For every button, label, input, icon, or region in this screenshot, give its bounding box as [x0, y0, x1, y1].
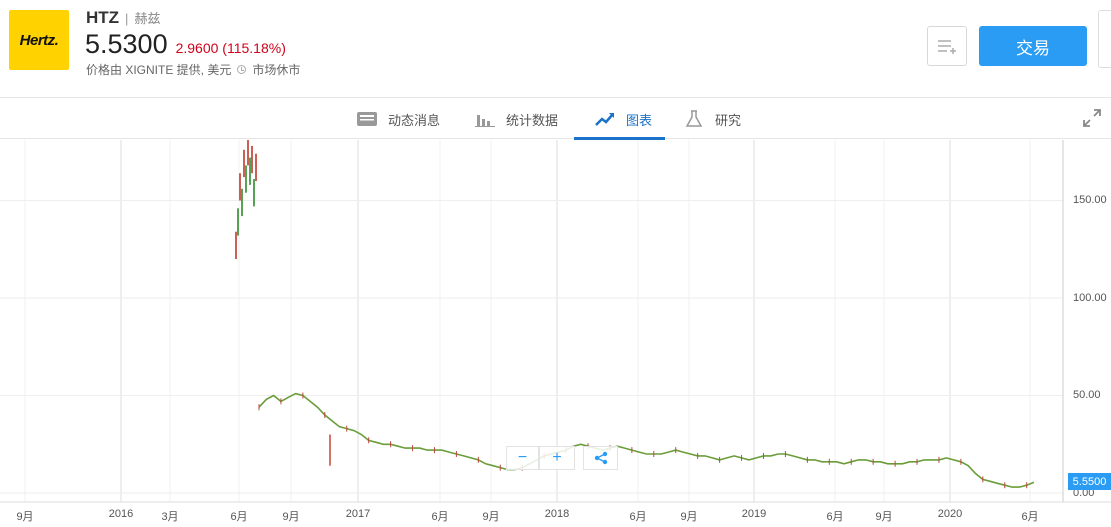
- y-tick-100: 100.00: [1073, 292, 1107, 304]
- x-tick: 6月: [431, 511, 449, 523]
- bar-stats-icon: [474, 110, 496, 128]
- x-tick: 2018: [544, 508, 570, 520]
- market-status: 市场休市: [252, 63, 301, 77]
- tab-chart[interactable]: 图表: [574, 99, 665, 140]
- company-name: 赫兹: [134, 11, 161, 26]
- price-meta: 价格由 XIGNITE 提供, 美元 市场休市: [86, 61, 300, 78]
- x-tick: 2017: [345, 508, 371, 520]
- price-change: 2.9600 (115.18%): [175, 40, 286, 56]
- current-price-tag: 5.5500: [1068, 473, 1111, 490]
- tab-stats-label: 统计数据: [506, 112, 559, 128]
- price-source: 价格由 XIGNITE 提供, 美元: [86, 63, 232, 77]
- y-tick-0: 0.00: [1073, 487, 1095, 499]
- ticker-separator: |: [125, 11, 129, 26]
- x-tick: 9月: [680, 511, 698, 523]
- y-tick-150: 150.00: [1073, 194, 1107, 206]
- x-tick: 6月: [826, 511, 844, 523]
- tab-research-label: 研究: [715, 112, 742, 128]
- fullscreen-icon[interactable]: [1082, 108, 1102, 128]
- company-logo: Hertz.: [9, 10, 69, 70]
- ticker-symbol: HTZ: [86, 8, 120, 27]
- x-tick: 6月: [230, 511, 248, 523]
- trend-chart-icon: [594, 110, 616, 128]
- price-line: [258, 392, 1035, 488]
- price-chart[interactable]: 150.00 100.00 50.00 0.00 5.5500 9月 2016 …: [0, 140, 1111, 527]
- add-to-watchlist-button[interactable]: [927, 26, 967, 66]
- x-tick: 2020: [937, 508, 963, 520]
- chart-canvas[interactable]: [0, 140, 1111, 527]
- share-button[interactable]: [583, 446, 618, 470]
- side-panel-handle[interactable]: [1098, 10, 1111, 68]
- list-add-icon: [938, 40, 956, 54]
- section-tabs: 动态消息 统计数据 图表 研究: [0, 99, 1111, 140]
- x-tick: 9月: [875, 511, 893, 523]
- y-tick-50: 50.00: [1073, 389, 1101, 401]
- zoom-out-button[interactable]: −: [506, 446, 539, 470]
- tab-research[interactable]: 研究: [683, 99, 741, 139]
- x-tick: 9月: [282, 511, 300, 523]
- tab-news[interactable]: 动态消息: [356, 99, 440, 139]
- zoom-in-button[interactable]: +: [539, 446, 575, 470]
- share-icon: [594, 451, 607, 465]
- x-tick: 2019: [741, 508, 767, 520]
- last-price: 5.5300: [85, 29, 168, 59]
- tab-chart-label: 图表: [626, 112, 653, 128]
- x-tick: 9月: [482, 511, 500, 523]
- tab-stats[interactable]: 统计数据: [474, 99, 558, 139]
- news-icon: [356, 110, 378, 128]
- x-tick: 6月: [629, 511, 647, 523]
- tab-news-label: 动态消息: [388, 112, 441, 128]
- clock-icon: [237, 65, 247, 74]
- ticker-row: HTZ | 赫兹: [86, 8, 160, 28]
- trade-button[interactable]: 交易: [979, 26, 1087, 66]
- x-tick: 6月: [1021, 511, 1039, 523]
- quote-header: Hertz. HTZ | 赫兹 5.5300 2.9600 (115.18%) …: [0, 0, 1111, 98]
- x-tick: 3月: [161, 511, 179, 523]
- price-row: 5.5300 2.9600 (115.18%): [85, 29, 286, 60]
- x-tick: 9月: [16, 511, 34, 523]
- logo-text: Hertz.: [19, 31, 59, 49]
- x-tick: 2016: [108, 508, 134, 520]
- flask-icon: [683, 110, 705, 128]
